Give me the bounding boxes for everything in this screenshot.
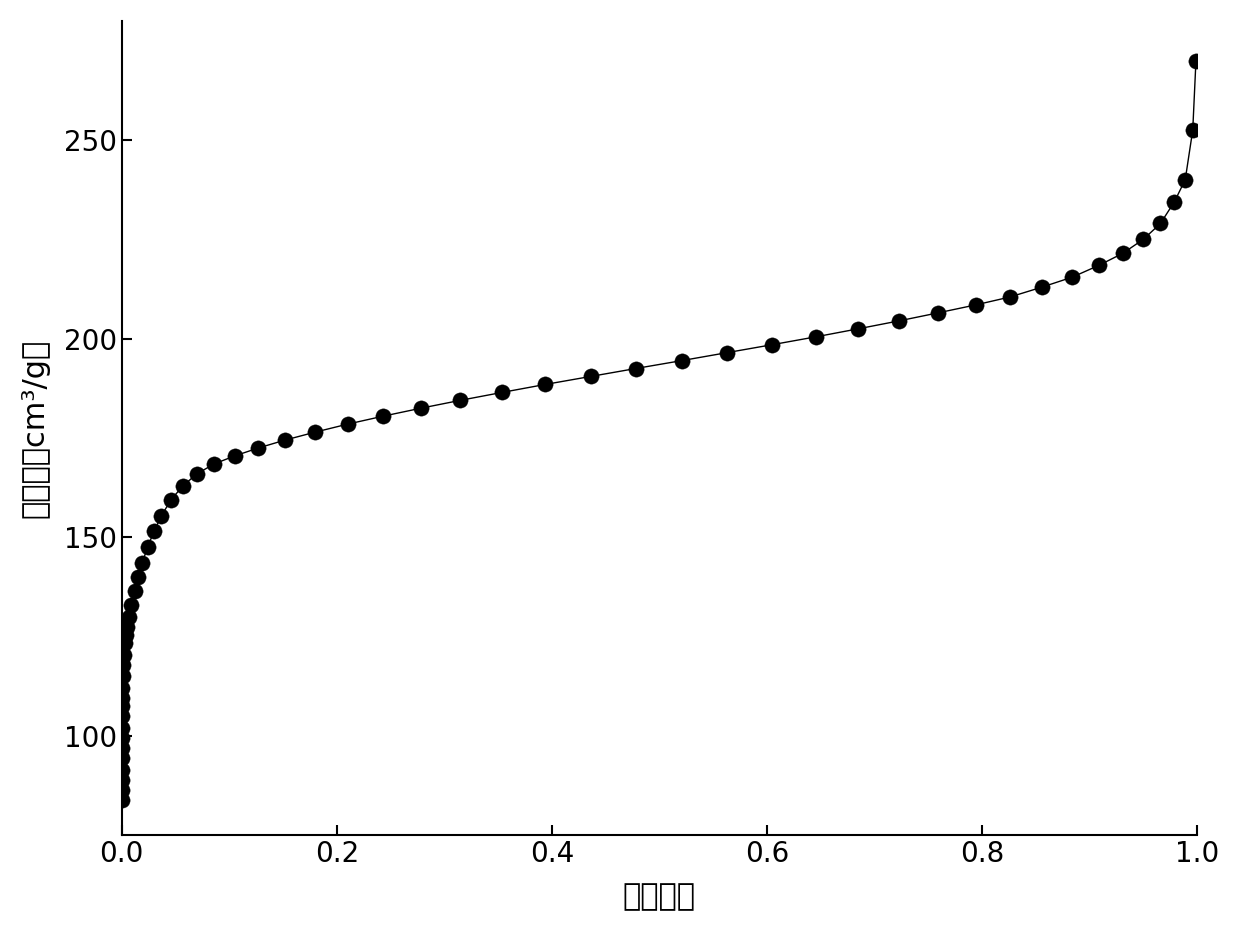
X-axis label: 相对压力: 相对压力 [622,883,696,911]
Y-axis label: 吸附量（cm³/g）: 吸附量（cm³/g） [21,338,50,518]
